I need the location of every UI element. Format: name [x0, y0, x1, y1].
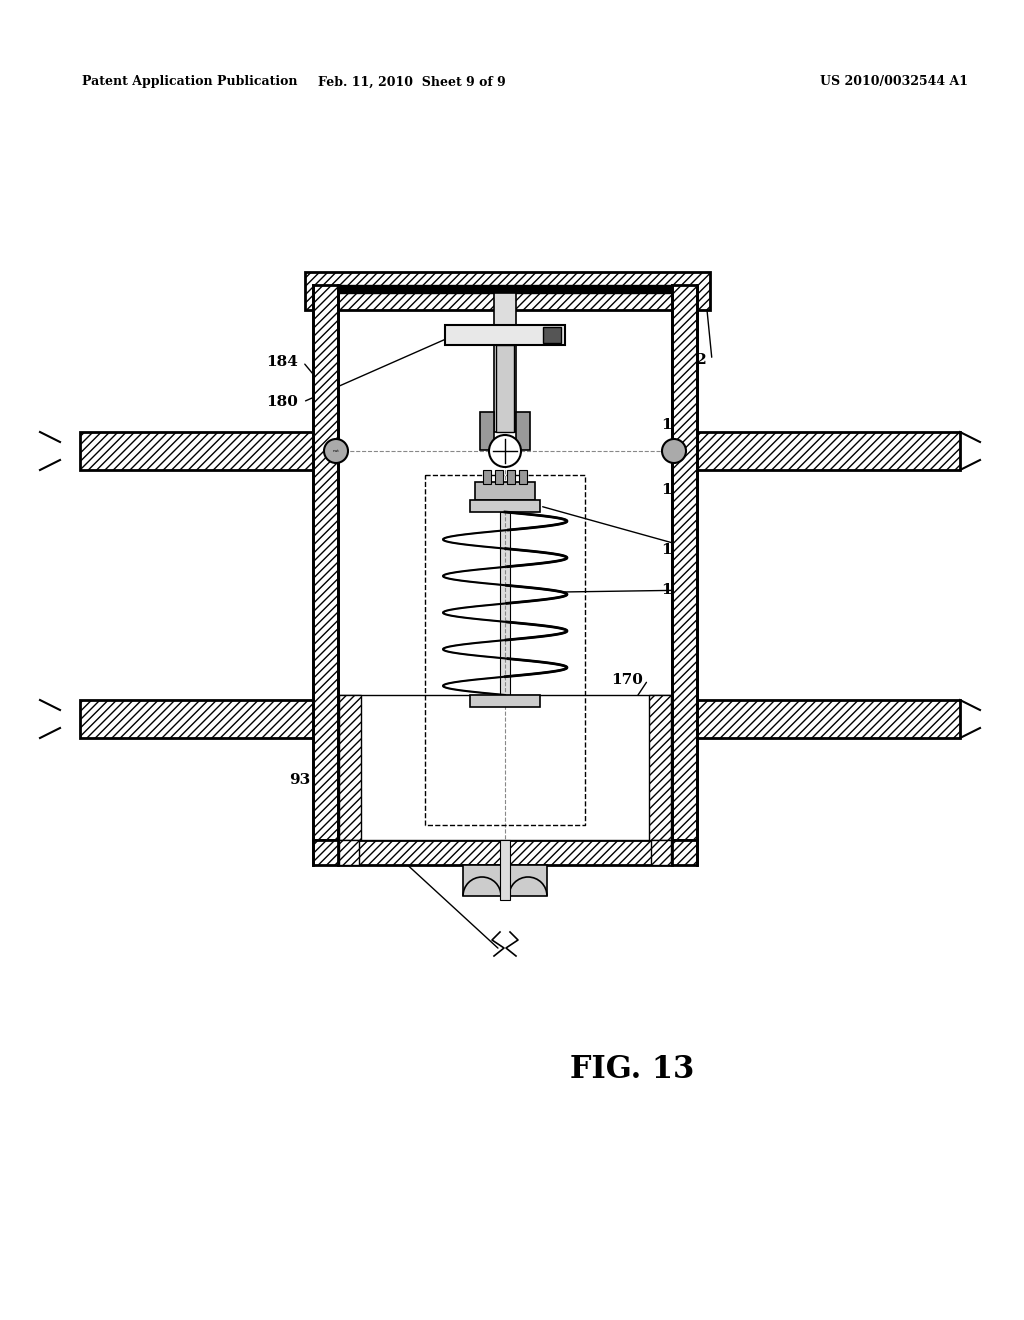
Bar	[339, 433, 671, 469]
Bar	[495, 470, 503, 484]
Circle shape	[662, 440, 686, 463]
Bar	[519, 470, 527, 484]
Bar	[483, 470, 490, 484]
Bar	[339, 840, 359, 865]
Text: US 2010/0032544 A1: US 2010/0032544 A1	[820, 75, 968, 88]
Bar	[509, 865, 547, 896]
Bar	[338, 285, 672, 293]
Bar	[313, 840, 697, 865]
Bar	[470, 696, 540, 708]
Bar	[500, 512, 510, 696]
Bar	[313, 285, 338, 840]
Bar	[470, 500, 540, 512]
Bar	[672, 285, 697, 840]
Bar	[339, 696, 361, 840]
Text: 180: 180	[266, 395, 298, 409]
Text: 178: 178	[662, 418, 693, 432]
Bar	[507, 470, 515, 484]
Bar	[338, 285, 672, 840]
Text: 176: 176	[662, 483, 693, 498]
Text: Feb. 11, 2010  Sheet 9 of 9: Feb. 11, 2010 Sheet 9 of 9	[318, 75, 506, 88]
Circle shape	[489, 436, 521, 467]
Bar	[80, 700, 961, 738]
Text: Patent Application Publication: Patent Application Publication	[82, 75, 298, 88]
Text: 184: 184	[266, 355, 298, 370]
Text: 172: 172	[662, 583, 693, 597]
Bar	[480, 412, 494, 450]
Bar	[475, 482, 535, 500]
Text: 174: 174	[662, 543, 693, 557]
Bar	[496, 345, 514, 432]
Bar	[339, 696, 671, 840]
Bar	[445, 325, 565, 345]
Bar	[500, 840, 510, 900]
Bar	[516, 412, 530, 450]
Bar	[339, 701, 671, 737]
Text: 182: 182	[675, 352, 707, 367]
Text: 170: 170	[611, 673, 643, 686]
Bar	[543, 327, 561, 343]
Bar	[463, 865, 501, 896]
Text: FIG. 13: FIG. 13	[569, 1055, 694, 1085]
Text: 93: 93	[289, 774, 310, 787]
Circle shape	[324, 440, 348, 463]
Text: nut: nut	[333, 449, 339, 453]
Bar	[509, 865, 547, 896]
Bar	[651, 840, 671, 865]
Bar	[305, 272, 710, 310]
Bar	[494, 293, 516, 432]
Bar	[649, 696, 671, 840]
Bar	[80, 432, 961, 470]
Bar	[463, 865, 501, 896]
